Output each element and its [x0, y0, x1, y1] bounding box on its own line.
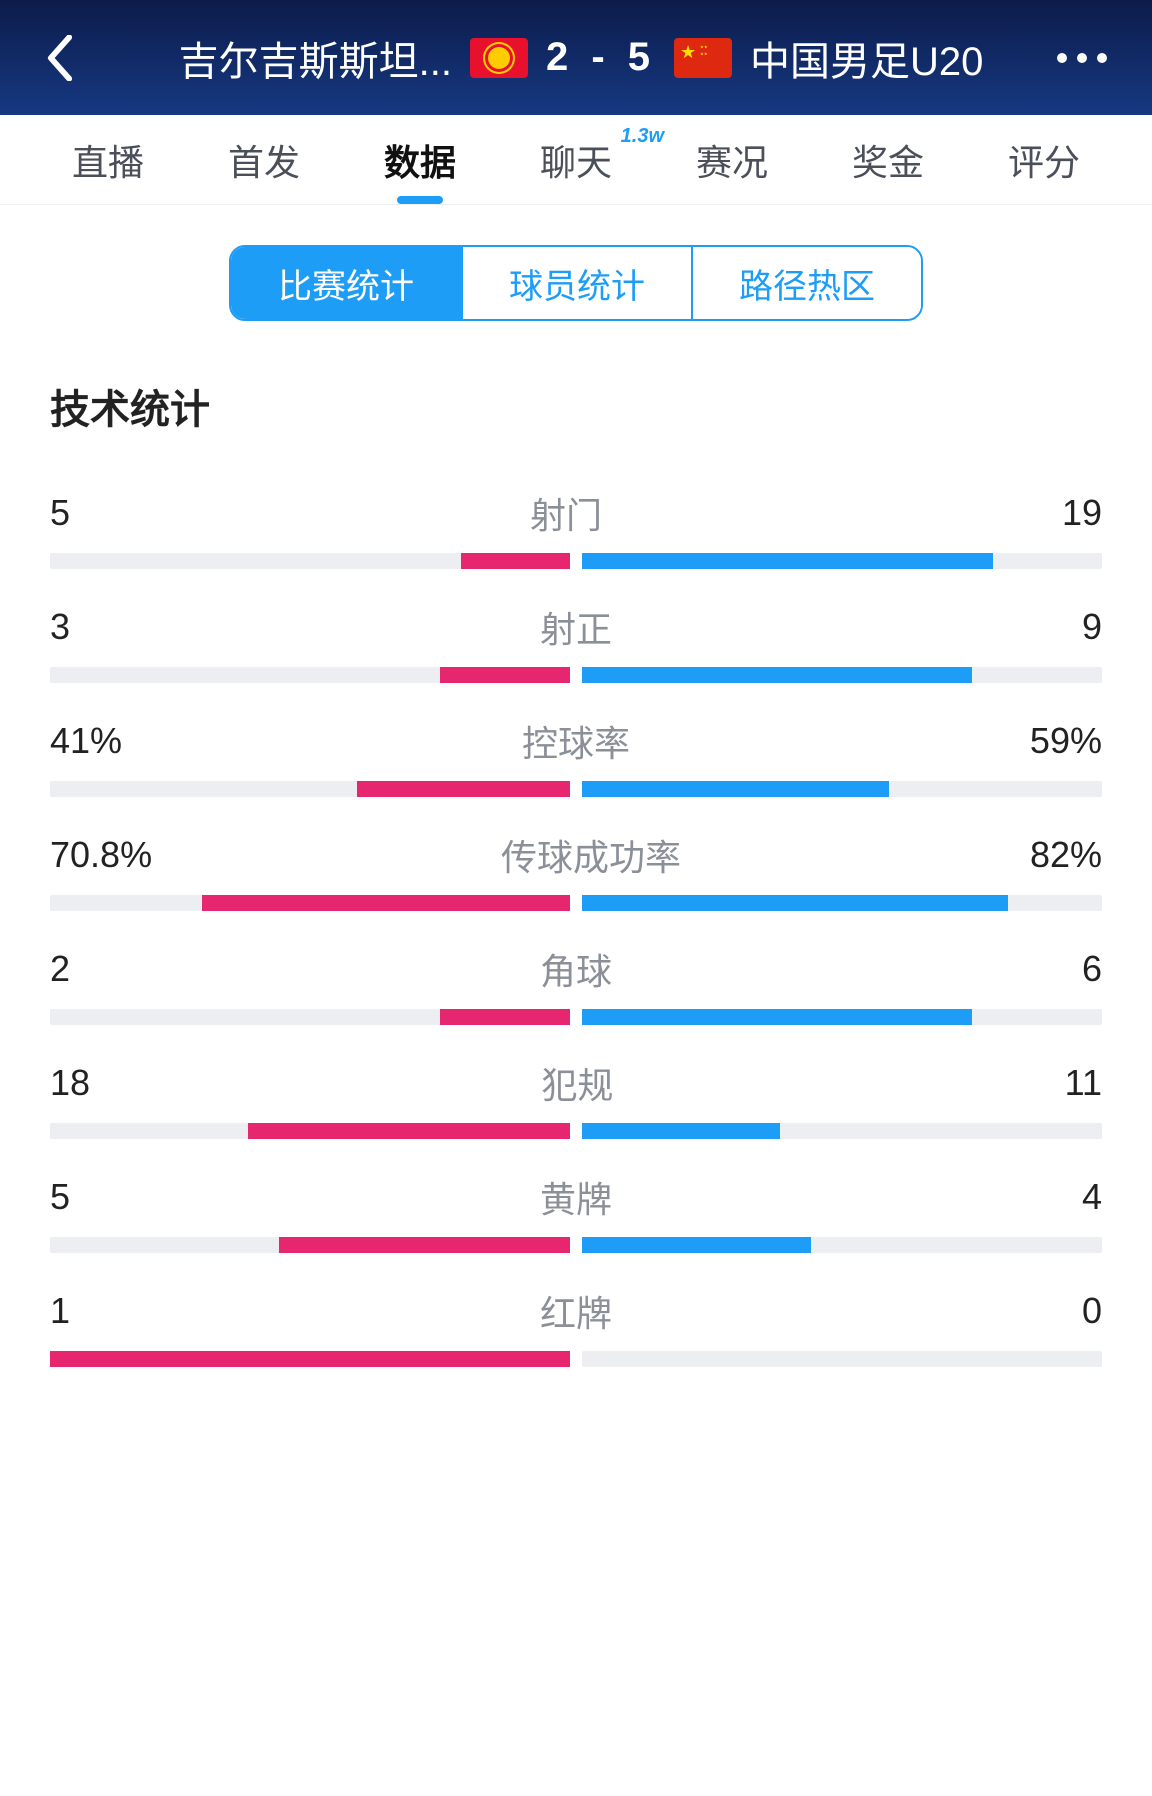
stat-left-value: 70.8% — [50, 834, 152, 876]
flag-right-icon — [674, 38, 732, 78]
segment-2[interactable]: 路径热区 — [691, 247, 921, 319]
tab-0[interactable]: 直播 — [30, 115, 186, 204]
bar-left-fill — [440, 1009, 570, 1025]
tab-3[interactable]: 聊天1.3w — [498, 115, 654, 204]
bar-right-track — [582, 1237, 1102, 1253]
segment-1[interactable]: 球员统计 — [461, 247, 691, 319]
bar-left-fill — [248, 1123, 570, 1139]
tab-6[interactable]: 评分 — [966, 115, 1122, 204]
stat-row: 2 角球 6 — [50, 921, 1102, 1035]
stat-left-value: 1 — [50, 1290, 70, 1332]
more-button[interactable] — [1052, 53, 1112, 63]
tab-5[interactable]: 奖金 — [810, 115, 966, 204]
stat-left-value: 3 — [50, 606, 70, 648]
tab-1[interactable]: 首发 — [186, 115, 342, 204]
bar-right-track — [582, 781, 1102, 797]
team-right-name: 中国男足U20 — [750, 29, 983, 87]
stat-label: 黄牌 — [540, 1171, 612, 1223]
stat-left-value: 18 — [50, 1062, 90, 1104]
bar-right-fill — [582, 781, 889, 797]
match-header: 吉尔吉斯斯坦... 2 - 5 中国男足U20 — [0, 0, 1152, 115]
bar-right-track — [582, 1123, 1102, 1139]
bar-left-track — [50, 781, 570, 797]
bar-left-track — [50, 1123, 570, 1139]
back-button[interactable] — [40, 38, 80, 78]
tab-bar: 直播首发数据聊天1.3w赛况奖金评分 — [0, 115, 1152, 205]
bar-right-fill — [582, 1237, 811, 1253]
bar-right-track — [582, 1009, 1102, 1025]
bar-left-fill — [461, 553, 570, 569]
stat-row: 5 黄牌 4 — [50, 1149, 1102, 1263]
stat-right-value: 82% — [1030, 834, 1102, 876]
stat-row: 70.8% 传球成功率 82% — [50, 807, 1102, 921]
stat-right-value: 59% — [1030, 720, 1102, 762]
stat-right-value: 9 — [1082, 606, 1102, 648]
stat-label: 犯规 — [541, 1057, 613, 1109]
tab-4[interactable]: 赛况 — [654, 115, 810, 204]
stat-right-value: 6 — [1082, 948, 1102, 990]
bar-left-track — [50, 1009, 570, 1025]
stat-label: 射正 — [540, 601, 612, 653]
bar-left-track — [50, 1351, 570, 1367]
bar-right-track — [582, 895, 1102, 911]
bar-left-fill — [50, 1351, 570, 1367]
bar-right-fill — [582, 553, 993, 569]
bar-right-fill — [582, 895, 1008, 911]
bar-right-fill — [582, 1009, 972, 1025]
stat-right-value: 0 — [1082, 1290, 1102, 1332]
stat-left-value: 2 — [50, 948, 70, 990]
stat-right-value: 4 — [1082, 1176, 1102, 1218]
stat-label: 传球成功率 — [501, 829, 681, 881]
stat-right-value: 19 — [1062, 492, 1102, 534]
bar-right-track — [582, 553, 1102, 569]
match-score: 2 - 5 — [546, 35, 656, 80]
stat-left-value: 5 — [50, 1176, 70, 1218]
team-left-name: 吉尔吉斯斯坦... — [179, 29, 452, 87]
bar-right-fill — [582, 667, 972, 683]
stat-row: 1 红牌 0 — [50, 1263, 1102, 1377]
stats-list: 5射门193射正941%控球率59%70.8%传球成功率82%2角球618犯规1… — [0, 465, 1152, 1377]
segment-wrap: 比赛统计球员统计路径热区 — [0, 205, 1152, 377]
tab-2[interactable]: 数据 — [342, 115, 498, 204]
stat-label: 控球率 — [522, 715, 630, 767]
section-title: 技术统计 — [0, 377, 1152, 465]
bar-left-fill — [279, 1237, 570, 1253]
bar-left-track — [50, 667, 570, 683]
bar-left-track — [50, 895, 570, 911]
segment-control: 比赛统计球员统计路径热区 — [229, 245, 923, 321]
segment-0[interactable]: 比赛统计 — [231, 247, 461, 319]
stat-right-value: 11 — [1065, 1062, 1102, 1104]
bar-left-fill — [440, 667, 570, 683]
stat-left-value: 41% — [50, 720, 122, 762]
chevron-left-icon — [46, 35, 74, 81]
bar-right-track — [582, 1351, 1102, 1367]
stat-left-value: 5 — [50, 492, 70, 534]
stat-row: 3 射正 9 — [50, 579, 1102, 693]
bar-left-fill — [202, 895, 570, 911]
bar-right-track — [582, 667, 1102, 683]
stat-row: 41% 控球率 59% — [50, 693, 1102, 807]
bar-left-track — [50, 553, 570, 569]
stat-label: 射门 — [530, 487, 602, 539]
flag-left-icon — [470, 38, 528, 78]
match-title: 吉尔吉斯斯坦... 2 - 5 中国男足U20 — [110, 29, 1052, 87]
stat-label: 红牌 — [540, 1285, 612, 1337]
bar-left-fill — [357, 781, 570, 797]
stat-row: 5 射门 19 — [50, 465, 1102, 579]
stat-row: 18 犯规 11 — [50, 1035, 1102, 1149]
bar-left-track — [50, 1237, 570, 1253]
bar-right-fill — [582, 1123, 780, 1139]
stat-label: 角球 — [540, 943, 612, 995]
